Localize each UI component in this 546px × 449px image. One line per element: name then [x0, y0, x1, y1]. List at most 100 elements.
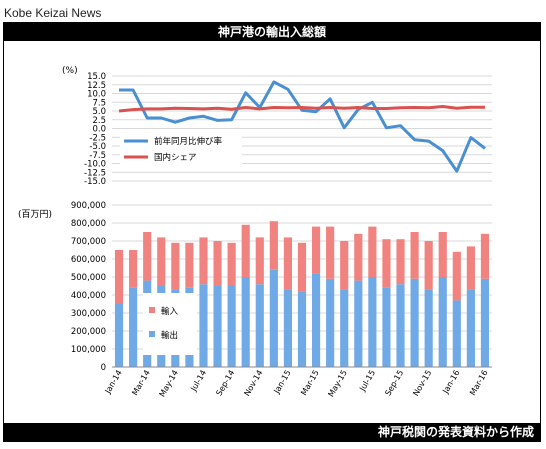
- bar-legend-box: [143, 293, 197, 355]
- bar-y-tick-label: 900,000: [71, 201, 106, 211]
- bar-legend-swatch: [149, 307, 155, 313]
- export-bar: [340, 289, 349, 367]
- import-bar: [368, 226, 377, 277]
- import-bar: [171, 242, 180, 290]
- bar-y-axis-label: (百万円): [18, 209, 52, 220]
- line-y-axis-label: (%): [62, 66, 78, 76]
- import-bar: [382, 239, 391, 288]
- line-y-tick-label: 7.5: [92, 98, 106, 108]
- export-bar: [241, 277, 250, 367]
- x-tick-label: Mar-15: [299, 369, 321, 397]
- x-tick-label: Sep-15: [383, 369, 405, 398]
- import-bar: [283, 237, 293, 290]
- x-tick-label: Jul-15: [357, 369, 377, 394]
- export-bar: [410, 278, 419, 367]
- x-tick-label: Jul-14: [189, 369, 209, 394]
- line-y-tick-label: 5.0: [92, 107, 106, 117]
- export-bar: [255, 284, 264, 367]
- line-y-tick-label: -2.5: [89, 133, 106, 143]
- bar-y-tick-label: 700,000: [71, 237, 106, 247]
- line-y-tick-label: 12.5: [87, 81, 106, 91]
- export-bar: [199, 284, 208, 367]
- export-bar: [368, 277, 377, 367]
- export-bar: [452, 300, 461, 367]
- import-bar: [410, 232, 419, 279]
- import-bar: [157, 237, 166, 286]
- line-y-tick-label: -10.0: [84, 160, 106, 170]
- x-tick-label: Jan-15: [272, 369, 293, 396]
- export-bar: [438, 277, 447, 367]
- export-bar: [382, 287, 391, 367]
- import-bar: [255, 237, 264, 285]
- chart-footer: 神戸税関の発表資料から作成: [4, 423, 540, 441]
- import-bar: [354, 233, 363, 281]
- import-bar: [241, 224, 250, 277]
- import-bar: [269, 221, 278, 270]
- bar-legend-label: 輸入: [161, 306, 179, 317]
- bar-y-tick-label: 800,000: [71, 219, 106, 229]
- line-y-tick-label: 15.0: [87, 72, 106, 82]
- line-y-tick-label: -7.5: [89, 151, 106, 161]
- bar-y-tick-label: 400,000: [71, 291, 106, 301]
- bar-legend-label: 輸出: [161, 330, 178, 341]
- line-y-tick-label: -15.0: [84, 177, 106, 187]
- import-bar: [311, 226, 321, 274]
- export-bar: [311, 273, 321, 367]
- import-bar: [129, 250, 138, 288]
- export-bar: [129, 287, 138, 367]
- export-bar: [396, 284, 405, 367]
- import-bar: [340, 241, 349, 290]
- import-bar: [199, 237, 208, 285]
- export-bar: [213, 286, 222, 367]
- x-tick-label: Mar-14: [130, 369, 152, 397]
- chart-frame: 神戸港の輸出入総額 (%) 15.0 12.5 10.0 7.5 5.0 2.5 0.0 -2.…: [3, 22, 541, 442]
- import-bar: [466, 246, 475, 290]
- bar-y-tick-label: 500,000: [71, 273, 106, 283]
- domestic-share-line: [118, 105, 485, 113]
- line-y-tick-label: -12.5: [84, 168, 106, 178]
- x-tick-label: Nov-15: [411, 369, 433, 398]
- x-tick-label: Nov-14: [242, 369, 264, 398]
- import-bar: [424, 241, 433, 290]
- import-bar: [143, 232, 152, 281]
- import-bar: [227, 242, 236, 286]
- chart-svg: (%)15.012.510.07.55.02.50.0-2.5-5.0-7.5-…: [18, 66, 492, 399]
- line-y-tick-label: 0.0: [92, 125, 106, 135]
- line-y-tick-label: 2.5: [92, 116, 106, 126]
- export-bar: [326, 278, 335, 367]
- import-bar: [185, 242, 194, 288]
- export-bar: [227, 286, 236, 367]
- export-bar: [480, 278, 490, 367]
- import-bar: [114, 250, 124, 304]
- x-tick-label: Sep-14: [214, 369, 236, 398]
- import-bar: [396, 239, 405, 285]
- chart-title: 神戸港の輸出入総額: [4, 23, 540, 41]
- export-bar: [354, 280, 363, 367]
- import-bar: [326, 226, 335, 279]
- line-y-tick-label: 10.0: [87, 90, 106, 100]
- line-legend-label: 前年同月比伸び率: [154, 136, 223, 147]
- export-bar: [297, 291, 307, 367]
- bar-y-tick-label: 0: [101, 363, 106, 373]
- export-bar: [269, 269, 278, 367]
- bar-y-tick-label: 300,000: [71, 309, 106, 319]
- line-y-tick-label: -5.0: [89, 142, 106, 152]
- yoy-growth-line: [119, 80, 486, 173]
- export-bar: [466, 289, 475, 367]
- line-legend-label: 国内シェア: [154, 152, 197, 163]
- import-bar: [438, 232, 447, 277]
- source-label: Kobe Keizai News: [4, 6, 102, 20]
- import-bar: [480, 233, 490, 279]
- line-legend-box: [120, 133, 242, 167]
- bar-y-tick-label: 200,000: [71, 327, 106, 337]
- bar-y-tick-label: 100,000: [71, 345, 106, 355]
- x-tick-label: Mar-16: [468, 369, 490, 397]
- import-bar: [213, 241, 222, 286]
- export-bar: [424, 289, 433, 367]
- bar-y-tick-label: 600,000: [71, 255, 106, 265]
- bar-legend-swatch: [149, 331, 155, 337]
- import-bar: [297, 242, 307, 292]
- import-bar: [452, 251, 461, 301]
- x-tick-label: May-15: [326, 369, 349, 399]
- x-tick-label: Jan-16: [441, 369, 462, 396]
